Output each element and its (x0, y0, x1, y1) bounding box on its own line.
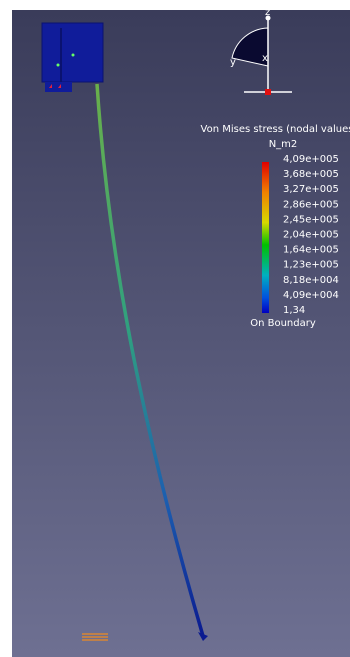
legend-label: 2,86e+005 (283, 199, 339, 210)
legend-label: 1,23e+005 (283, 260, 339, 271)
legend-label: 3,68e+005 (283, 169, 339, 180)
legend-label: 8,18e+004 (283, 275, 339, 286)
legend-unit: N_m2 (269, 139, 298, 150)
page: {"legend": {"title": "Von Mises stress (… (0, 0, 350, 657)
legend-label: 1,34 (283, 305, 305, 316)
legend-title: Von Mises stress (nodal values (201, 124, 350, 135)
viewport: z y x Von Mises stress (nodal values N_m… (0, 0, 350, 657)
axis-label: x (262, 53, 268, 64)
legend-label: 2,45e+005 (283, 214, 339, 225)
axis-label: z (265, 7, 270, 18)
legend-label: 4,09e+004 (283, 290, 339, 301)
legend-label: 4,09e+005 (283, 154, 339, 165)
legend-footer: On Boundary (250, 318, 316, 329)
legend-label: 3,27e+005 (283, 184, 339, 195)
legend-label: 2,04e+005 (283, 230, 339, 241)
color-bar (262, 162, 269, 313)
support-block (42, 23, 103, 92)
axis-label: y (230, 57, 236, 68)
legend-label: 1,64e+005 (283, 245, 339, 256)
